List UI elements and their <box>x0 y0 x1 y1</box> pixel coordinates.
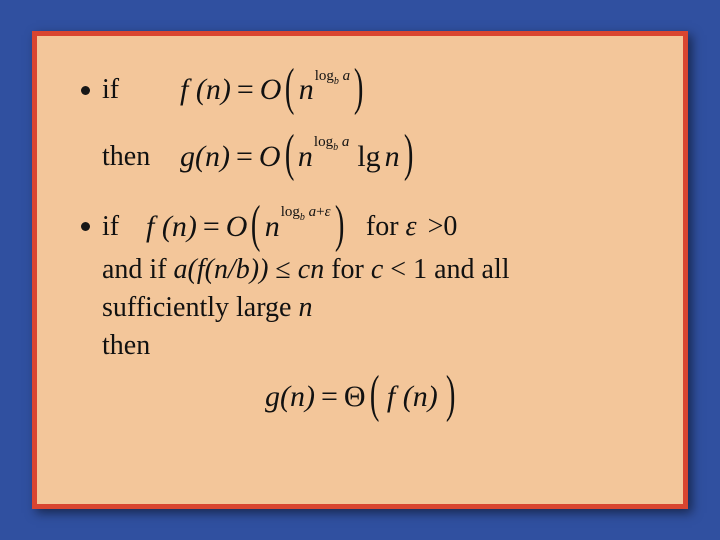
exponent-2: logb a <box>314 134 349 151</box>
big-o: O <box>259 140 281 174</box>
body-line-1: and if a(f(n/b)) ≤ cn for c < 1 and all <box>102 251 643 289</box>
rparen: ) <box>404 136 414 172</box>
bullet-icon <box>81 86 90 95</box>
lg: lg <box>357 140 380 174</box>
bullet-icon <box>81 222 90 231</box>
base-n: n <box>298 140 313 174</box>
g-of-n: g(n) <box>265 380 315 414</box>
formula-4: g(n) = Θ ( f (n) ) <box>265 379 459 415</box>
equals: = <box>236 140 253 174</box>
exponent-1: logb a <box>315 68 350 85</box>
body-line-3: then <box>102 327 643 365</box>
f-of-n: f (n) <box>180 73 231 107</box>
formula-3: f (n) = O ( n logb a+ε ) <box>146 209 348 245</box>
body-line-2: sufficiently large n <box>102 289 643 327</box>
lead-if-2: if <box>102 211 136 243</box>
slide-card: if f (n) = O ( n logb a ) then g(n) = O … <box>32 31 688 509</box>
for-eps: for ε >0 <box>366 211 458 243</box>
base-n: n <box>265 210 280 244</box>
lparen: ( <box>369 377 379 413</box>
bullet-block-2: if f (n) = O ( n logb a+ε ) for ε >0 and… <box>81 209 643 415</box>
lead-if-1: if <box>102 74 156 106</box>
lparen: ( <box>284 136 294 172</box>
g-of-n: g(n) <box>180 140 230 174</box>
f-of-n: f (n) <box>146 210 197 244</box>
rparen: ) <box>354 70 364 106</box>
exponent-3: logb a+ε <box>281 204 331 221</box>
lparen: ( <box>285 70 295 106</box>
big-o: O <box>260 73 282 107</box>
rparen: ) <box>334 207 344 243</box>
equals: = <box>203 210 220 244</box>
then-row-1: then g(n) = O ( n logb a lg n ) <box>81 138 643 174</box>
equals: = <box>321 380 338 414</box>
f-of-n: f (n) <box>387 380 438 414</box>
final-formula-row: g(n) = Θ ( f (n) ) <box>81 379 643 415</box>
formula-1: f (n) = O ( n logb a ) <box>180 72 368 108</box>
base-n: n <box>299 73 314 107</box>
bullet-row-1: if f (n) = O ( n logb a ) <box>81 72 643 108</box>
big-theta: Θ <box>344 380 366 414</box>
lead-then-1: then <box>102 141 156 173</box>
lparen: ( <box>251 207 261 243</box>
equals: = <box>237 73 254 107</box>
bullet-row-2: if f (n) = O ( n logb a+ε ) for ε >0 <box>81 209 643 245</box>
rparen: ) <box>446 377 456 413</box>
formula-2: g(n) = O ( n logb a lg n ) <box>180 138 417 174</box>
big-o: O <box>226 210 248 244</box>
lg-n: n <box>385 140 400 174</box>
